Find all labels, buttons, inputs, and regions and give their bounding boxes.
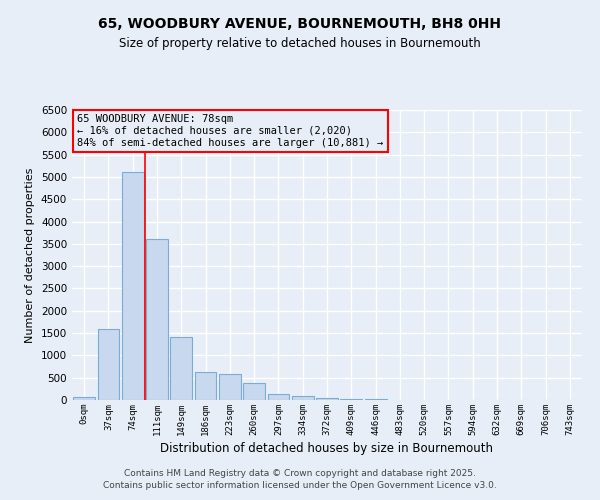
Text: Size of property relative to detached houses in Bournemouth: Size of property relative to detached ho… xyxy=(119,38,481,51)
Text: Contains HM Land Registry data © Crown copyright and database right 2025.: Contains HM Land Registry data © Crown c… xyxy=(124,468,476,477)
Bar xyxy=(219,374,241,400)
Text: 65, WOODBURY AVENUE, BOURNEMOUTH, BH8 0HH: 65, WOODBURY AVENUE, BOURNEMOUTH, BH8 0H… xyxy=(98,18,502,32)
Y-axis label: Number of detached properties: Number of detached properties xyxy=(25,168,35,342)
Text: Contains public sector information licensed under the Open Government Licence v3: Contains public sector information licen… xyxy=(103,481,497,490)
Bar xyxy=(268,394,289,400)
X-axis label: Distribution of detached houses by size in Bournemouth: Distribution of detached houses by size … xyxy=(161,442,493,455)
Bar xyxy=(316,398,338,400)
Bar xyxy=(194,372,217,400)
Bar xyxy=(146,240,168,400)
Bar xyxy=(122,172,143,400)
Bar xyxy=(73,398,95,400)
Text: 65 WOODBURY AVENUE: 78sqm
← 16% of detached houses are smaller (2,020)
84% of se: 65 WOODBURY AVENUE: 78sqm ← 16% of detac… xyxy=(77,114,383,148)
Bar xyxy=(97,328,119,400)
Bar xyxy=(340,399,362,400)
Bar xyxy=(170,336,192,400)
Bar xyxy=(243,384,265,400)
Bar xyxy=(292,396,314,400)
